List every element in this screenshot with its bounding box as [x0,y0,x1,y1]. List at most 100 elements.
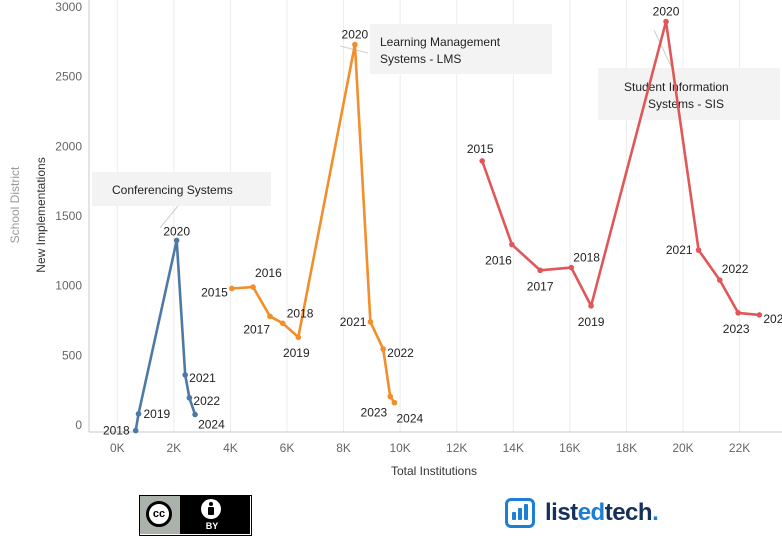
listedtech-logo[interactable]: listedtech. [505,494,685,534]
point-year-label: 2024 [396,412,423,426]
x-tick-label: 14K [503,441,524,455]
annotation-box [370,24,552,74]
point-year-label: 2021 [340,315,367,329]
data-point[interactable] [192,411,198,418]
point-year-label: 2015 [201,285,228,299]
data-point[interactable] [509,241,515,248]
point-year-label: 2017 [243,322,270,336]
data-point[interactable] [279,320,286,327]
y-tick-label: 3000 [55,0,82,14]
point-year-label: 2018 [573,251,600,265]
point-year-label: 2021 [666,243,693,257]
point-year-label: 2021 [189,371,216,385]
point-year-label: 2022 [722,262,749,276]
annotation-text: Systems - LMS [380,52,461,66]
point-year-label: 2019 [144,407,171,421]
point-year-label: 2022 [387,346,414,360]
y-axis-title: New Implementations [34,157,48,272]
point-year-label: 2024 [198,418,225,432]
data-point[interactable] [588,303,594,309]
point-year-label: 2020 [653,5,680,19]
x-tick-label: 20K [672,441,693,455]
annotation-text: Systems - SIS [648,97,724,111]
attribution-person-head [209,502,213,506]
series-line [134,239,197,431]
annotations: Conferencing Systems Learning Management S… [92,24,780,229]
x-tick-label: 18K [616,441,637,455]
data-point[interactable] [186,395,193,401]
x-axis-title: Total Institutions [391,464,477,478]
data-point[interactable] [267,313,273,320]
data-point[interactable] [391,399,398,406]
listedtech-wordmark: listedtech. [545,499,659,527]
data-point[interactable] [367,319,374,325]
point-year-label: 2016 [485,254,512,268]
data-point[interactable] [695,247,702,253]
data-point[interactable] [229,285,235,292]
series-line [480,20,760,317]
y-axis-super-title: School District [8,166,22,243]
point-year-label: 2020 [342,28,369,42]
annotation-text: Learning Management [380,35,501,49]
data-point[interactable] [352,41,358,48]
y-tick-label: 500 [62,348,82,362]
x-tick-label: 16K [559,441,580,455]
data-point[interactable] [387,393,394,400]
annotation-text: Conferencing Systems [112,183,233,197]
x-ticks: 0K 2K 4K 6K 8K 10K 12K 14K 16K 18K 20K 22K [110,441,750,455]
point-year-label: 2022 [193,394,220,408]
logo-bar [518,508,522,520]
data-point[interactable] [479,158,485,164]
logo-text-suffix: tech [604,499,653,526]
x-tick-label: 8K [336,441,351,455]
annotation-connector [159,205,179,229]
point-year-label: 2024 [763,312,782,326]
annotation-connector [653,29,673,69]
data-point[interactable] [663,18,669,25]
data-point[interactable] [173,237,180,244]
data-point[interactable] [380,346,386,352]
attribution-person-body [208,507,214,515]
data-point[interactable] [182,372,188,378]
x-tick-label: 0K [110,441,125,455]
data-point[interactable] [735,310,741,316]
point-year-label: 2019 [578,315,605,329]
logo-bar [512,512,516,520]
point-year-label: 2017 [527,279,554,293]
point-year-label: 2018 [287,306,314,320]
attribution-person-icon [201,499,221,519]
data-point[interactable] [295,334,302,341]
logo-text-mid: ed [577,499,606,526]
y-tick-label: 2500 [55,70,82,84]
point-labels: 2018 2019 2020 2021 2022 2024 2015 2016 2017 2018… [103,5,782,438]
data-point[interactable] [537,267,543,274]
x-tick-label: 6K [280,441,295,455]
x-tick-label: 4K [223,441,238,455]
logo-bar [524,504,528,520]
y-tick-label: 2000 [55,139,82,153]
logo-text-prefix: list [545,499,578,526]
annotation-box [598,68,780,120]
y-tick-label: 0 [75,418,82,432]
series-line [231,43,396,404]
point-year-label: 2015 [467,142,494,156]
data-point[interactable] [132,427,139,434]
annotation-box [92,172,271,206]
data-point[interactable] [135,411,142,417]
x-tick-label: 2K [167,441,182,455]
chart: 0 500 1000 1500 2000 2500 3000 0K 2K 4K 6K 8K 10K 12… [8,0,782,478]
series [132,18,763,434]
point-year-label: 2018 [103,424,130,438]
data-point[interactable] [568,264,575,271]
listedtech-bar-chart-icon [505,498,535,528]
cc-by-license-badge[interactable]: cc BY [139,495,252,536]
y-ticks: 0 500 1000 1500 2000 2500 3000 [55,0,82,432]
cc-icon: cc [146,501,172,527]
data-point[interactable] [716,277,723,283]
point-year-label: 2016 [255,266,282,280]
data-point[interactable] [756,312,763,318]
y-tick-label: 1500 [55,209,82,223]
data-point[interactable] [250,284,256,290]
logo-text-dot: . [652,499,659,526]
x-tick-label: 22K [729,441,750,455]
